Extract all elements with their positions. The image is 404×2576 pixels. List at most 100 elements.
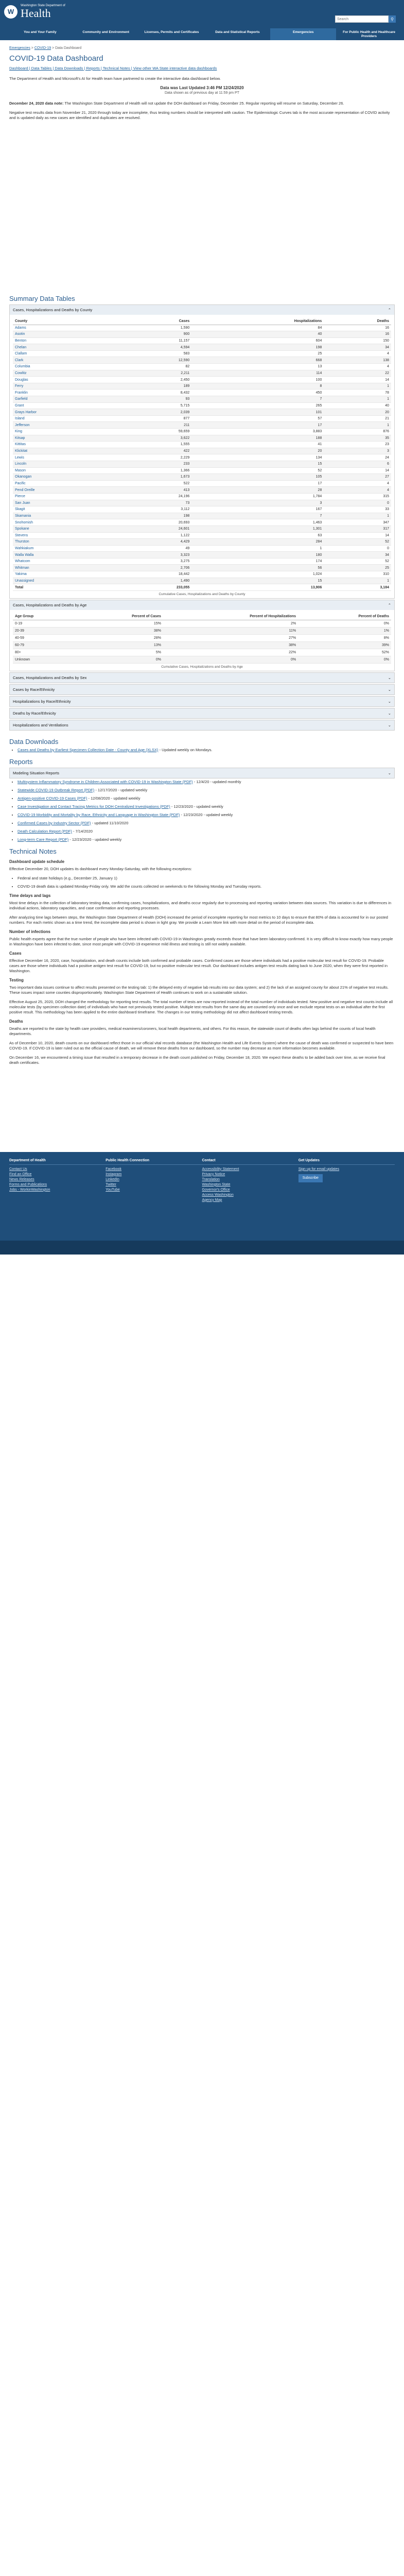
county-name[interactable]: Walla Walla xyxy=(13,551,120,558)
report-link[interactable]: Case Investigation and Contact Tracing M… xyxy=(17,804,170,809)
accordion-header[interactable]: Cases, Hospitalizations and Deaths by Se… xyxy=(10,672,394,683)
search-input[interactable] xyxy=(335,15,389,23)
county-name[interactable]: Cowlitz xyxy=(13,370,120,377)
download-xlsx-link[interactable]: Cases and Deaths by Earliest Specimen Co… xyxy=(17,747,159,752)
total-cell: Total xyxy=(13,584,120,591)
report-link[interactable]: Death Calculation Report (PDF) xyxy=(17,828,72,834)
report-link[interactable]: Confirmed Cases by Industry Sector (PDF) xyxy=(17,820,91,825)
age-accordion-header[interactable]: Cases, Hospitalizations and Deaths by Ag… xyxy=(10,600,394,610)
county-name[interactable]: Clallam xyxy=(13,350,120,358)
footer-link[interactable]: LinkedIn xyxy=(106,1177,119,1181)
footer-link[interactable]: Access Washington xyxy=(202,1193,234,1197)
footer-link[interactable]: Privacy Notice xyxy=(202,1172,225,1176)
table-cell: 24,196 xyxy=(120,493,192,500)
county-name[interactable]: Lewis xyxy=(13,454,120,461)
county-name[interactable]: Douglas xyxy=(13,376,120,383)
footer-link[interactable]: Contact Us xyxy=(9,1167,27,1171)
accordion-header[interactable]: Deaths by Race/Ethnicity ⌄ xyxy=(10,708,394,718)
county-name[interactable]: Lincoln xyxy=(13,461,120,468)
footer-link[interactable]: Twitter xyxy=(106,1182,116,1187)
county-name[interactable]: Wahkiakum xyxy=(13,545,120,552)
footer-link[interactable]: Instagram xyxy=(106,1172,122,1176)
report-link[interactable]: Antigen-positive COVID-19 Cases (PDF) xyxy=(17,795,87,801)
table-cell: 59,659 xyxy=(120,428,192,435)
nav-data[interactable]: Data and Statistical Reports xyxy=(215,30,260,34)
county-name[interactable]: Chelan xyxy=(13,344,120,351)
county-name[interactable]: Snohomish xyxy=(13,519,120,526)
breadcrumb-covid[interactable]: COVID-19 xyxy=(34,46,51,50)
county-name[interactable]: Whatcom xyxy=(13,558,120,565)
county-name[interactable]: Okanogan xyxy=(13,473,120,481)
nav-licenses[interactable]: Licenses, Permits and Certificates xyxy=(144,30,199,34)
accordion-title: Cases by Race/Ethnicity xyxy=(13,687,55,692)
county-name[interactable]: Columbia xyxy=(13,363,120,370)
nav-community[interactable]: Community and Environment xyxy=(82,30,130,34)
footer-link[interactable]: Jobs - WorkinWashington xyxy=(9,1188,50,1192)
county-name[interactable]: Unassigned xyxy=(13,578,120,585)
county-name[interactable]: Pierce xyxy=(13,493,120,500)
footer-link[interactable]: Translation xyxy=(202,1177,220,1181)
county-name[interactable]: Whitman xyxy=(13,564,120,572)
table-cell: 52 xyxy=(324,558,391,565)
accordion-header[interactable]: Cases by Race/Ethnicity ⌄ xyxy=(10,684,394,694)
footer-link[interactable]: Forms and Publications xyxy=(9,1182,47,1187)
footer-link[interactable]: News Releases xyxy=(9,1177,34,1181)
county-name[interactable]: Garfield xyxy=(13,396,120,403)
accordion-header[interactable]: Hospitalizations and Ventilations ⌄ xyxy=(10,720,394,730)
county-name[interactable]: San Juan xyxy=(13,500,120,507)
county-name[interactable]: Spokane xyxy=(13,526,120,533)
county-name[interactable]: Adams xyxy=(13,325,120,332)
breadcrumb-emergencies[interactable]: Emergencies xyxy=(9,46,30,50)
nav-providers[interactable]: For Public Health and Healthcare Provide… xyxy=(343,30,395,38)
footer-link[interactable]: Facebook xyxy=(106,1167,121,1171)
footer-link[interactable]: Washington State xyxy=(202,1182,231,1187)
county-name[interactable]: Franklin xyxy=(13,389,120,397)
county-name[interactable]: Pacific xyxy=(13,480,120,487)
county-name[interactable]: Grant xyxy=(13,402,120,410)
footer-link[interactable]: Agency Map xyxy=(202,1198,222,1202)
county-name[interactable]: Skagit xyxy=(13,506,120,513)
county-name[interactable]: Kitsap xyxy=(13,435,120,442)
table-cell: 198 xyxy=(120,513,192,520)
modeling-accordion-header[interactable]: Modeling Situation Reports ⌄ xyxy=(10,768,394,778)
county-name[interactable]: King xyxy=(13,428,120,435)
table-cell: 20 xyxy=(191,448,324,455)
report-link[interactable]: COVID-19 Morbidity and Mortality by Race… xyxy=(17,812,180,817)
county-name[interactable]: Kittitas xyxy=(13,441,120,448)
search-icon[interactable]: ⚲ xyxy=(389,15,396,23)
report-link[interactable]: Long-term Care Report (PDF) xyxy=(17,837,69,842)
page-toc-links[interactable]: Dashboard | Data Tables | Data Downloads… xyxy=(9,66,217,71)
county-name[interactable]: Mason xyxy=(13,467,120,474)
doh-logo[interactable]: W Washington State Department of Health xyxy=(4,4,65,19)
county-name[interactable]: Jefferson xyxy=(13,421,120,429)
table-cell: 5,715 xyxy=(120,402,192,410)
county-name[interactable]: Thurston xyxy=(13,538,120,546)
embedded-dashboard-area[interactable] xyxy=(0,125,404,295)
table-cell: 2,229 xyxy=(120,454,192,461)
county-name[interactable]: Asotin xyxy=(13,331,120,338)
footer-link[interactable]: YouTube xyxy=(106,1188,120,1192)
county-name[interactable]: Island xyxy=(13,415,120,422)
footer-link[interactable]: Sign up for email updates xyxy=(298,1167,340,1171)
report-link[interactable]: Multisystem Inflammatory Syndrome in Chi… xyxy=(17,779,193,784)
county-name[interactable]: Klickitat xyxy=(13,448,120,455)
infections-text: Public health experts agree that the tru… xyxy=(9,936,393,946)
county-accordion-header[interactable]: Cases, Hospitalizations and Deaths by Co… xyxy=(10,304,394,315)
accordion-header[interactable]: Hospitalizations by Race/Ethnicity ⌄ xyxy=(10,696,394,706)
county-name[interactable]: Ferry xyxy=(13,383,120,390)
subscribe-button[interactable]: Subscribe xyxy=(298,1174,323,1182)
county-name[interactable]: Yakima xyxy=(13,571,120,578)
download-item: Cases and Deaths by Earliest Specimen Co… xyxy=(17,748,395,753)
county-name[interactable]: Benton xyxy=(13,337,120,345)
footer-link[interactable]: Accessibility Statement xyxy=(202,1167,239,1171)
report-link[interactable]: Statewide COVID-19 Outbreak Report (PDF) xyxy=(17,787,95,792)
footer-link[interactable]: Find an Office xyxy=(9,1172,32,1176)
county-name[interactable]: Grays Harbor xyxy=(13,409,120,416)
footer-link[interactable]: Governor's Office xyxy=(202,1188,230,1192)
county-name[interactable]: Stevens xyxy=(13,532,120,539)
nav-emergencies[interactable]: Emergencies xyxy=(270,28,337,40)
nav-family[interactable]: You and Your Family xyxy=(24,30,57,34)
county-name[interactable]: Pend Oreille xyxy=(13,486,120,494)
county-name[interactable]: Skamania xyxy=(13,513,120,520)
county-name[interactable]: Clark xyxy=(13,357,120,364)
